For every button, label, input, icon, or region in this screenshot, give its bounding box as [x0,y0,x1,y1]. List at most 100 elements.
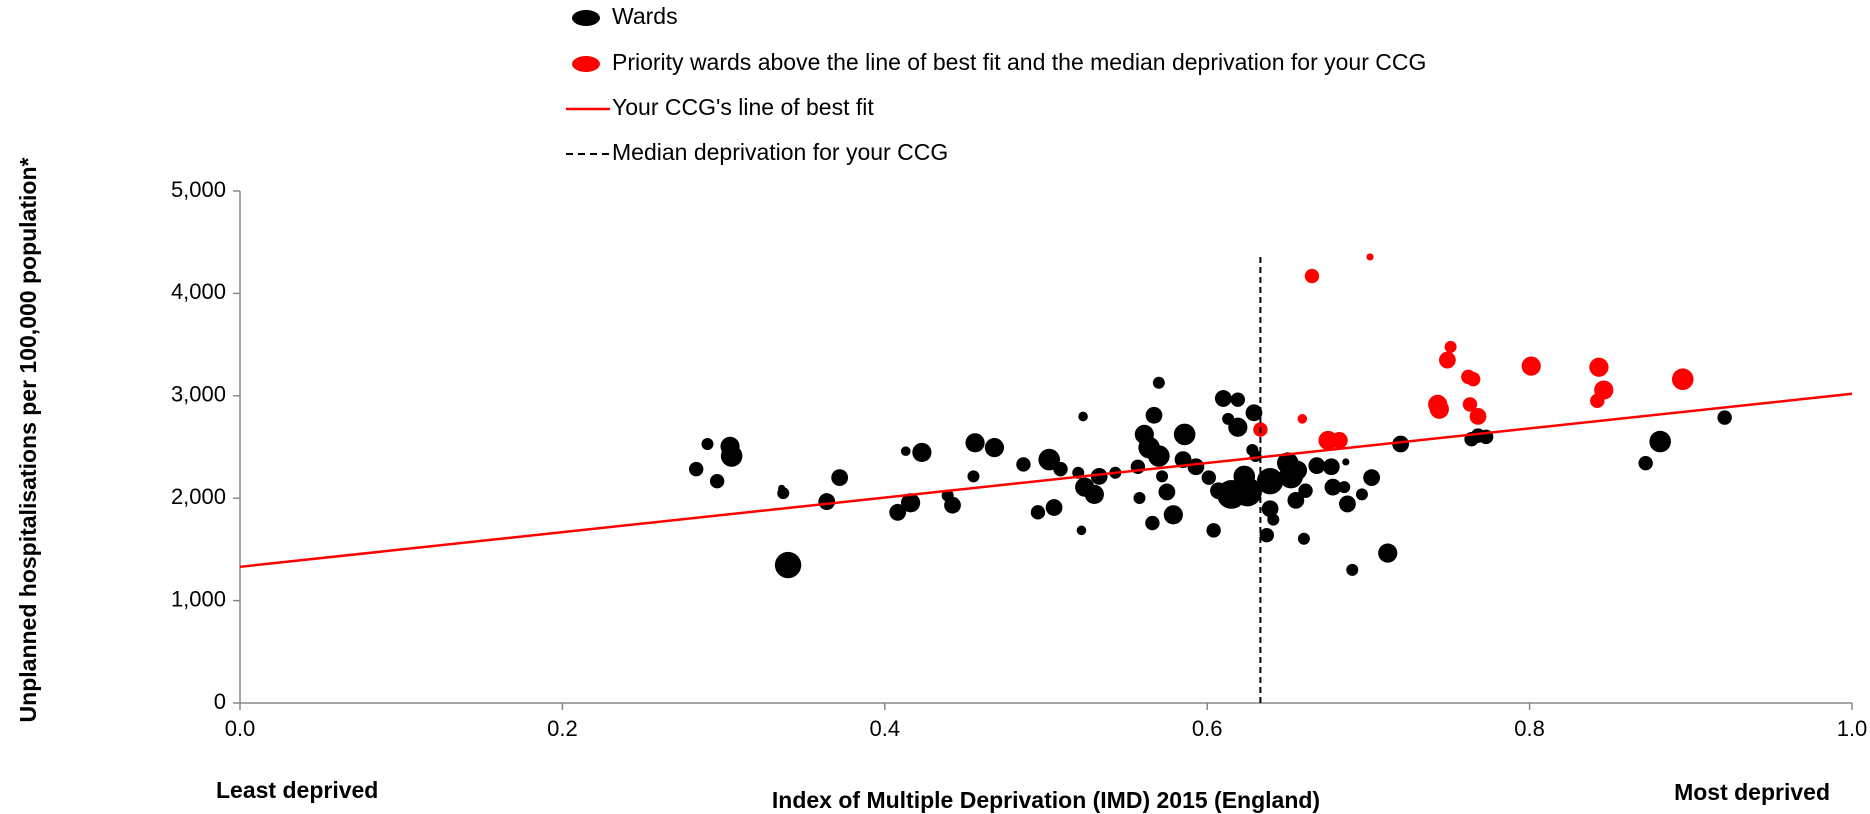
ward-bubble [1230,392,1246,407]
ward-bubble [1392,435,1410,453]
ward-bubble [1444,340,1457,353]
x-tick-label: 0.2 [547,716,578,741]
ward-bubble [1158,483,1176,501]
ward-bubble [1339,495,1356,513]
ward-bubble [1145,406,1163,424]
y-tick-label: 5,000 [171,177,226,202]
ward-bubble [1256,468,1284,495]
ward-bubble [1148,445,1170,467]
ward-bubble [1045,499,1063,516]
ward-bubble [984,438,1005,458]
ward-bubble [818,493,836,510]
ward-bubble [1342,458,1350,466]
ward-bubble [967,470,980,483]
ward-bubble [1233,477,1262,507]
ward-bubble [1174,451,1192,468]
ward-bubble [1297,532,1310,545]
ward-bubble [1084,484,1104,505]
ward-bubble [900,493,921,513]
legend-marker [572,10,600,26]
ward-bubble [778,484,786,492]
ward-bubble [701,438,714,451]
x-tick-label: 0.8 [1514,716,1545,741]
ward-bubble [1428,394,1448,415]
ward-bubble [720,445,743,467]
ward-bubble [1030,505,1046,520]
y-tick-label: 3,000 [171,382,226,407]
ward-bubble [944,496,961,514]
ward-bubble [889,503,907,521]
ward-bubble [1308,457,1326,475]
ward-bubble [1378,543,1398,563]
ward-bubble [1330,432,1348,449]
ward-bubble [1173,423,1196,446]
best-fit-line [239,392,1853,569]
ward-bubble [1717,410,1732,425]
ward-bubble [1304,268,1320,284]
ward-bubble [1594,380,1614,400]
ward-bubble [1267,513,1280,526]
ward-bubble [709,474,725,489]
ward-bubble [1671,368,1694,391]
ward-bubble [965,433,985,453]
ward-bubble [1521,356,1541,376]
legend-label: Your CCG's line of best fit [612,94,874,120]
ward-bubble [1133,491,1146,504]
ward-bubble [1076,525,1087,536]
ward-bubble [1469,407,1487,425]
legend-marker [572,56,600,72]
annotation: Most deprived [1674,779,1830,805]
ward-bubble [1156,470,1169,483]
y-tick-label: 4,000 [171,279,226,304]
x-tick-label: 0.6 [1192,716,1223,741]
ward-bubble [1259,527,1275,543]
legend-label: Wards [612,3,678,29]
ward-bubble [1090,467,1108,485]
legend-label: Median deprivation for your CCG [612,139,948,165]
ward-bubble [1163,505,1183,525]
y-tick-label: 2,000 [171,484,226,509]
ward-bubble [1214,390,1232,407]
ward-bubble [1462,397,1478,412]
ward-bubble [1346,563,1359,576]
ward-bubble [1338,481,1351,494]
ward-bubble [1228,417,1248,437]
ward-bubble [1206,523,1221,538]
ward-bubble [1649,430,1671,453]
ward-bubble [1589,357,1609,377]
y-axis-title: Unplanned hospitalisations per 100,000 p… [15,158,41,723]
ward-bubble [1145,515,1160,531]
ward-bubble [1078,411,1088,422]
y-tick-label: 1,000 [171,586,226,611]
ward-bubble [1287,460,1308,480]
ward-bubble [900,446,911,456]
ward-bubble [1287,491,1305,509]
x-tick-label: 0.0 [225,716,256,741]
ward-bubble [1187,458,1205,476]
ward-bubble [1638,455,1653,471]
x-axis-title: Index of Multiple Deprivation (IMD) 2015… [772,787,1320,813]
ward-bubble [1053,461,1068,477]
annotation: Least deprived [216,777,378,803]
ward-bubble [1201,470,1217,485]
y-tick-label: 0 [214,689,226,714]
legend-label: Priority wards above the line of best fi… [612,49,1426,75]
ward-bubble [1261,500,1279,518]
ward-bubble [1152,376,1165,389]
ward-bubble [1016,457,1031,472]
ward-bubble [831,469,849,487]
ward-bubble [1297,414,1308,424]
ward-bubble [1322,458,1340,476]
ward-bubble [774,551,802,579]
ward-bubble [1465,372,1481,387]
ward-bubble [1438,351,1456,369]
ward-bubble [688,461,704,477]
ward-bubble [1355,488,1368,501]
ward-bubble [1298,483,1313,498]
ward-bubble [1245,404,1263,422]
x-tick-label: 1.0 [1837,716,1868,741]
ward-bubble [912,442,932,463]
ward-bubble [1363,469,1381,487]
ward-bubble [1324,478,1342,496]
